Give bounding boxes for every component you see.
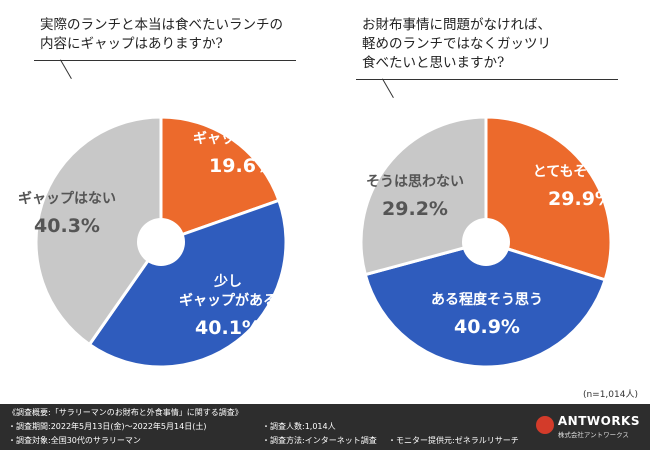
chart2-slice-2 <box>363 240 608 369</box>
chart2-slice-1 <box>484 115 613 282</box>
chart2-title: お財布事情に問題がなければ、 軽めのランチではなくガッツリ 食べたいと思いますか… <box>362 17 551 71</box>
footer-heading: 《調査概要:「サラリーマンのお財布と外食事情」に関する調査》 <box>8 408 243 417</box>
footer-target: ・調査対象:全国30代のサラリーマン <box>8 436 141 445</box>
chart2-slice-2-value: 40.9% <box>454 316 520 338</box>
chart1-slice-3-label: ギャップはない <box>18 190 116 207</box>
chart2-slice-3-label: そうは思わない <box>366 174 464 190</box>
chart1-slice-2-value: 40.1% <box>195 317 261 339</box>
footer-method: ・調査方法:インターネット調査 <box>262 436 377 445</box>
chart1-slice-3-value: 40.3% <box>34 215 100 237</box>
chart1-donut-hole <box>137 218 185 266</box>
chart2-donut-hole <box>462 218 510 266</box>
footer-count: ・調査人数:1,014人 <box>262 422 336 431</box>
chart1-slice-2-label: 少しギャップがある <box>179 273 277 309</box>
chart1-slice-3 <box>34 115 163 347</box>
brand-logo: ANTWORKS 株式会社アントワークス <box>535 414 640 439</box>
chart2-slice-1-label: とてもそう思う <box>533 164 630 180</box>
chart1-title-underline <box>34 60 296 61</box>
footer-period: ・調査期間:2022年5月13日(金)〜2022年5月14日(土) <box>8 422 207 431</box>
chart2-slice-1-value: 29.9% <box>548 188 614 210</box>
chart2-title-underline <box>356 79 618 80</box>
charts-canvas: 大きなギャップがある 19.6% 少しギャップがある 40.1% ギャップはない 40.3… <box>18 111 630 369</box>
sample-size: (n=1,014人) <box>582 390 638 400</box>
brand-name: ANTWORKS <box>557 414 640 428</box>
chart2-slice-3 <box>359 115 488 277</box>
chart2-slice-2-label: ある程度そう思う <box>431 291 543 308</box>
chart1-slice-2 <box>87 198 288 369</box>
survey-footer: 《調査概要:「サラリーマンのお財布と外食事情」に関する調査》 ・調査期間:202… <box>0 404 650 450</box>
footer-provider: ・モニター提供元:ゼネラルリサーチ <box>388 436 519 445</box>
brand-subtitle: 株式会社アントワークス <box>557 431 629 439</box>
ant-logo-icon <box>535 416 554 434</box>
chart2-slice-3-value: 29.2% <box>382 198 448 220</box>
chart1-slice-1-value: 19.6% <box>209 155 275 177</box>
chart1-slice-1-label: 大きなギャップがある <box>193 111 291 147</box>
chart1-title: 実際のランチと本当は食べたいランチの 内容にギャップはありますか? <box>40 17 283 52</box>
